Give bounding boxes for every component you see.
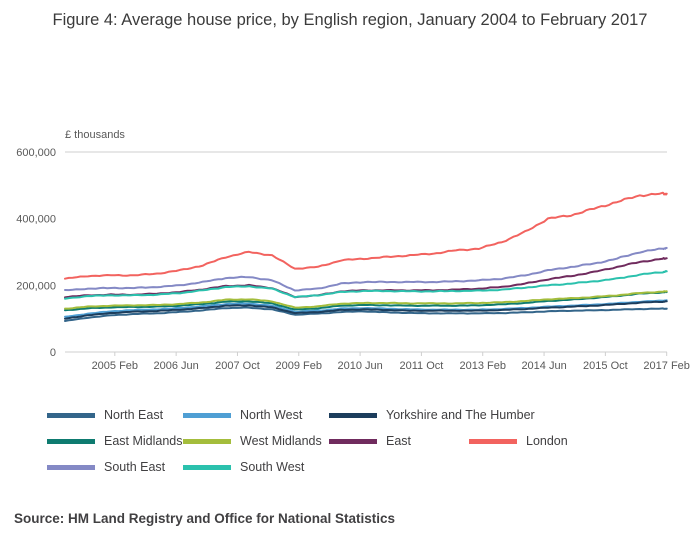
- x-tick-label: 2007 Oct: [215, 360, 260, 372]
- chart-plot-area: 0 200,000 400,000 600,000 2005 Feb 2006 Jun 20…: [16, 147, 690, 372]
- legend-row: North East North West Yorkshire and The Hu…: [47, 402, 568, 428]
- legend-label: North East: [104, 408, 164, 422]
- legend-label: East: [386, 434, 412, 448]
- x-tick-label: 2014 Jun: [521, 360, 566, 372]
- legend-label: Yorkshire and The Humber: [386, 408, 535, 422]
- x-tick-label: 2015 Oct: [583, 360, 628, 372]
- series-line-london: [64, 191, 668, 280]
- legend-item-north-east[interactable]: North East: [47, 408, 183, 422]
- series-line-west-midlands: [64, 290, 668, 310]
- y-axis-unit-label: £ thousands: [65, 129, 125, 141]
- series-line-east-midlands: [64, 290, 668, 312]
- series-line-south-west: [64, 270, 668, 300]
- legend-swatch-north-east: [47, 412, 95, 418]
- x-tick-label: 2009 Feb: [276, 360, 322, 372]
- x-tick-label: 2011 Oct: [400, 360, 444, 372]
- legend-label: North West: [240, 408, 303, 422]
- chart-title: Figure 4: Average house price, by Englis…: [52, 11, 648, 29]
- legend-label: West Midlands: [240, 434, 322, 448]
- series-line-north-east: [64, 306, 668, 322]
- y-tick-label: 600,000: [16, 147, 56, 159]
- legend-item-east[interactable]: East: [329, 434, 469, 448]
- legend-item-east-midlands[interactable]: East Midlands: [47, 434, 183, 448]
- legend-item-south-west[interactable]: South West: [183, 460, 329, 474]
- legend-label: South East: [104, 460, 166, 474]
- legend-label: London: [526, 434, 568, 448]
- legend-item-london[interactable]: London: [469, 434, 568, 448]
- x-tick-label: 2013 Feb: [459, 360, 505, 372]
- x-tick-label: 2005 Feb: [92, 360, 138, 372]
- legend-label: South West: [240, 460, 305, 474]
- y-tick-label: 400,000: [16, 214, 56, 226]
- legend-item-south-east[interactable]: South East: [47, 460, 183, 474]
- series-line-yorkshire-and-the-humber: [64, 300, 668, 320]
- legend-item-yorkshire-and-the-humber[interactable]: Yorkshire and The Humber: [329, 408, 535, 422]
- source-text: Source: HM Land Registry and Office for …: [14, 511, 396, 526]
- legend-swatch-west-midlands: [183, 438, 231, 444]
- legend-swatch-east-midlands: [47, 438, 95, 444]
- legend-swatch-london: [469, 438, 517, 444]
- legend-swatch-east: [329, 438, 377, 444]
- y-tick-label: 200,000: [16, 280, 56, 292]
- legend-swatch-south-west: [183, 464, 231, 470]
- legend-row: South East South West: [47, 454, 568, 480]
- legend-label: East Midlands: [104, 434, 183, 448]
- legend-item-west-midlands[interactable]: West Midlands: [183, 434, 329, 448]
- y-tick-label: 0: [50, 347, 56, 359]
- chart-legend: North East North West Yorkshire and The Hu…: [47, 402, 568, 480]
- legend-swatch-north-west: [183, 412, 231, 418]
- legend-item-north-west[interactable]: North West: [183, 408, 329, 422]
- x-tick-label: 2006 Jun: [154, 360, 199, 372]
- x-tick-label: 2010 Jun: [337, 360, 382, 372]
- x-tick-label: 2017 Feb: [643, 360, 689, 372]
- legend-swatch-south-east: [47, 464, 95, 470]
- legend-row: East Midlands West Midlands East London: [47, 428, 568, 454]
- series-line-south-east: [64, 246, 668, 292]
- legend-swatch-yorkshire-and-the-humber: [329, 412, 377, 418]
- series-line-north-west: [64, 299, 668, 318]
